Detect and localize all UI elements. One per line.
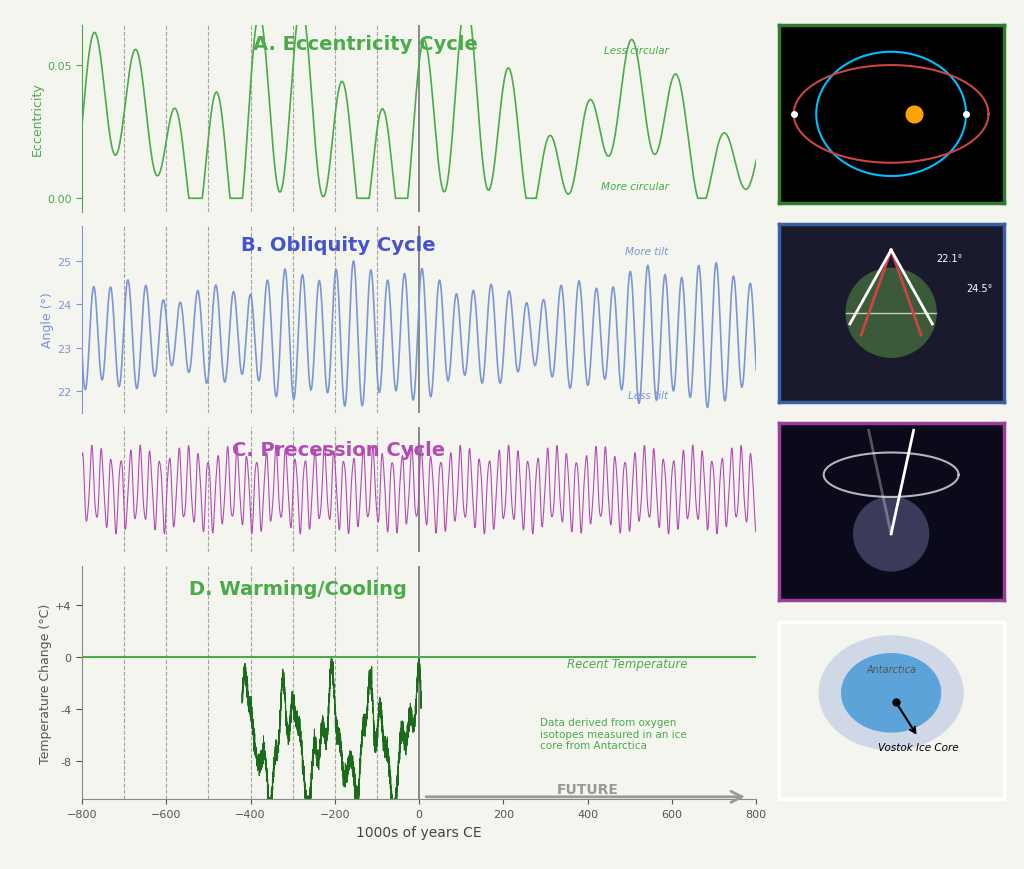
- Text: Recent Temperature: Recent Temperature: [567, 657, 688, 670]
- Text: FUTURE: FUTURE: [557, 782, 618, 796]
- Text: Less circular: Less circular: [604, 46, 669, 56]
- Text: C. Precession Cycle: C. Precession Cycle: [231, 441, 444, 459]
- Text: A. Eccentricity Cycle: A. Eccentricity Cycle: [253, 36, 477, 54]
- Circle shape: [846, 269, 936, 358]
- Text: 24.5°: 24.5°: [966, 283, 992, 293]
- X-axis label: 1000s of years CE: 1000s of years CE: [356, 825, 482, 839]
- Circle shape: [842, 654, 941, 732]
- Text: More circular: More circular: [601, 182, 669, 192]
- Text: Data derived from oxygen
isotopes measured in an ice
core from Antarctica: Data derived from oxygen isotopes measur…: [541, 717, 687, 750]
- Text: More tilt: More tilt: [626, 247, 669, 257]
- Y-axis label: Temperature Change (°C): Temperature Change (°C): [39, 603, 52, 763]
- Text: Vostok Ice Core: Vostok Ice Core: [878, 742, 958, 752]
- Text: Antarctica: Antarctica: [866, 664, 916, 673]
- Text: Less tilt: Less tilt: [629, 390, 669, 401]
- Y-axis label: Eccentricity: Eccentricity: [31, 83, 44, 156]
- Text: B. Obliquity Cycle: B. Obliquity Cycle: [241, 236, 435, 255]
- Circle shape: [819, 636, 963, 750]
- Text: D. Warming/Cooling: D. Warming/Cooling: [188, 580, 407, 599]
- Y-axis label: Angle (°): Angle (°): [42, 292, 54, 348]
- Text: 22.1°: 22.1°: [936, 254, 963, 263]
- Circle shape: [854, 497, 929, 571]
